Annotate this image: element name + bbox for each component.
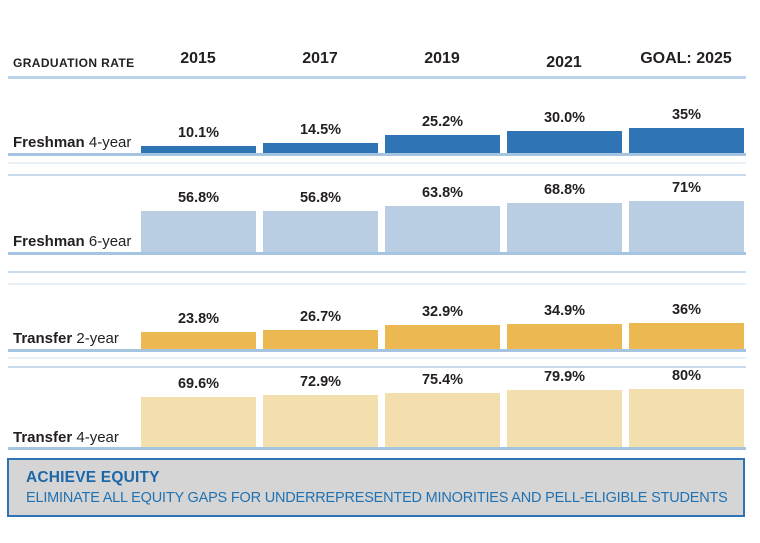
bar-value-label: 63.8% [421, 185, 464, 202]
row-label-transfer-4-year: Transfer 4-year [13, 429, 119, 446]
row-label-group: Freshman [13, 134, 85, 151]
bar-value-label: 26.7% [299, 308, 342, 325]
bar-transfer-2-year-2015 [141, 331, 256, 349]
bar-value-label: 75.4% [421, 371, 464, 388]
row-label-term: 6-year [88, 233, 132, 250]
bar-value-label: 36% [671, 302, 702, 319]
bar-value-label: 14.5% [299, 121, 342, 138]
bar-transfer-2-year-2021 [507, 323, 622, 349]
bar-value-label: 34.9% [543, 302, 586, 319]
row-label-group: Transfer [13, 429, 73, 446]
column-header-2019: 2019 [424, 50, 460, 67]
bar-value-label: 56.8% [299, 190, 342, 207]
bar-freshman-6-year-2017 [263, 211, 378, 252]
bar-value-label: 72.9% [299, 373, 342, 390]
bar-transfer-2-year-GOAL: 2025 [629, 323, 744, 349]
achieve-equity-banner: ACHIEVE EQUITY ELIMINATE ALL EQUITY GAPS… [7, 458, 745, 517]
bar-value-label: 35% [671, 106, 702, 123]
row-baseline [8, 153, 746, 156]
row-label-group: Freshman [13, 233, 85, 250]
bar-freshman-4-year-GOAL: 2025 [629, 127, 744, 153]
row-label-term: 4-year [88, 134, 132, 151]
row-baseline [8, 252, 746, 255]
chart-title: GRADUATION RATE [13, 56, 135, 70]
bar-value-label: 32.9% [421, 304, 464, 321]
section-separator [8, 271, 746, 273]
row-label-freshman-4-year: Freshman 4-year [13, 134, 131, 151]
column-header-2015: 2015 [180, 50, 216, 67]
bar-value-label: 71% [671, 179, 702, 196]
row-label-transfer-2-year: Transfer 2-year [13, 330, 119, 347]
row-label-term: 2-year [76, 330, 119, 347]
row-label-group: Transfer [13, 330, 73, 347]
column-header-goal-2025: GOAL: 2025 [640, 50, 732, 67]
bar-value-label: 10.1% [177, 124, 220, 141]
column-header-2017: 2017 [302, 50, 338, 67]
bar-transfer-4-year-2015 [141, 396, 256, 447]
bar-freshman-6-year-2015 [141, 211, 256, 252]
bar-freshman-4-year-2017 [263, 142, 378, 153]
row-label-freshman-6-year: Freshman 6-year [13, 233, 131, 250]
bar-transfer-4-year-2021 [507, 389, 622, 447]
row-baseline [8, 447, 746, 450]
bar-value-label: 56.8% [177, 190, 220, 207]
bar-freshman-4-year-2015 [141, 145, 256, 153]
bar-freshman-4-year-2021 [507, 131, 622, 153]
bar-value-label: 23.8% [177, 310, 220, 327]
banner-subtitle: ELIMINATE ALL EQUITY GAPS FOR UNDERREPRE… [26, 490, 728, 506]
bar-value-label: 80% [671, 368, 702, 385]
header-rule [8, 76, 746, 79]
bar-transfer-4-year-2019 [385, 392, 500, 447]
bar-value-label: 69.6% [177, 375, 220, 392]
faint-rule [8, 283, 746, 285]
bar-transfer-2-year-2019 [385, 325, 500, 349]
bar-freshman-6-year-2021 [507, 202, 622, 252]
bar-freshman-4-year-2019 [385, 134, 500, 153]
bar-transfer-4-year-GOAL: 2025 [629, 389, 744, 447]
bar-transfer-2-year-2017 [263, 329, 378, 349]
row-label-term: 4-year [76, 429, 119, 446]
banner-title: ACHIEVE EQUITY [26, 469, 160, 486]
faint-rule [8, 357, 746, 359]
bar-freshman-6-year-2019 [385, 206, 500, 252]
faint-rule [8, 162, 746, 164]
bar-value-label: 79.9% [543, 368, 586, 385]
bar-value-label: 68.8% [543, 181, 586, 198]
bar-freshman-6-year-GOAL: 2025 [629, 200, 744, 252]
section-separator [8, 366, 746, 368]
section-separator [8, 174, 746, 176]
bar-value-label: 25.2% [421, 113, 464, 130]
bar-value-label: 30.0% [543, 110, 586, 127]
bar-transfer-4-year-2017 [263, 394, 378, 447]
column-header-2021: 2021 [546, 54, 582, 71]
row-baseline [8, 349, 746, 352]
